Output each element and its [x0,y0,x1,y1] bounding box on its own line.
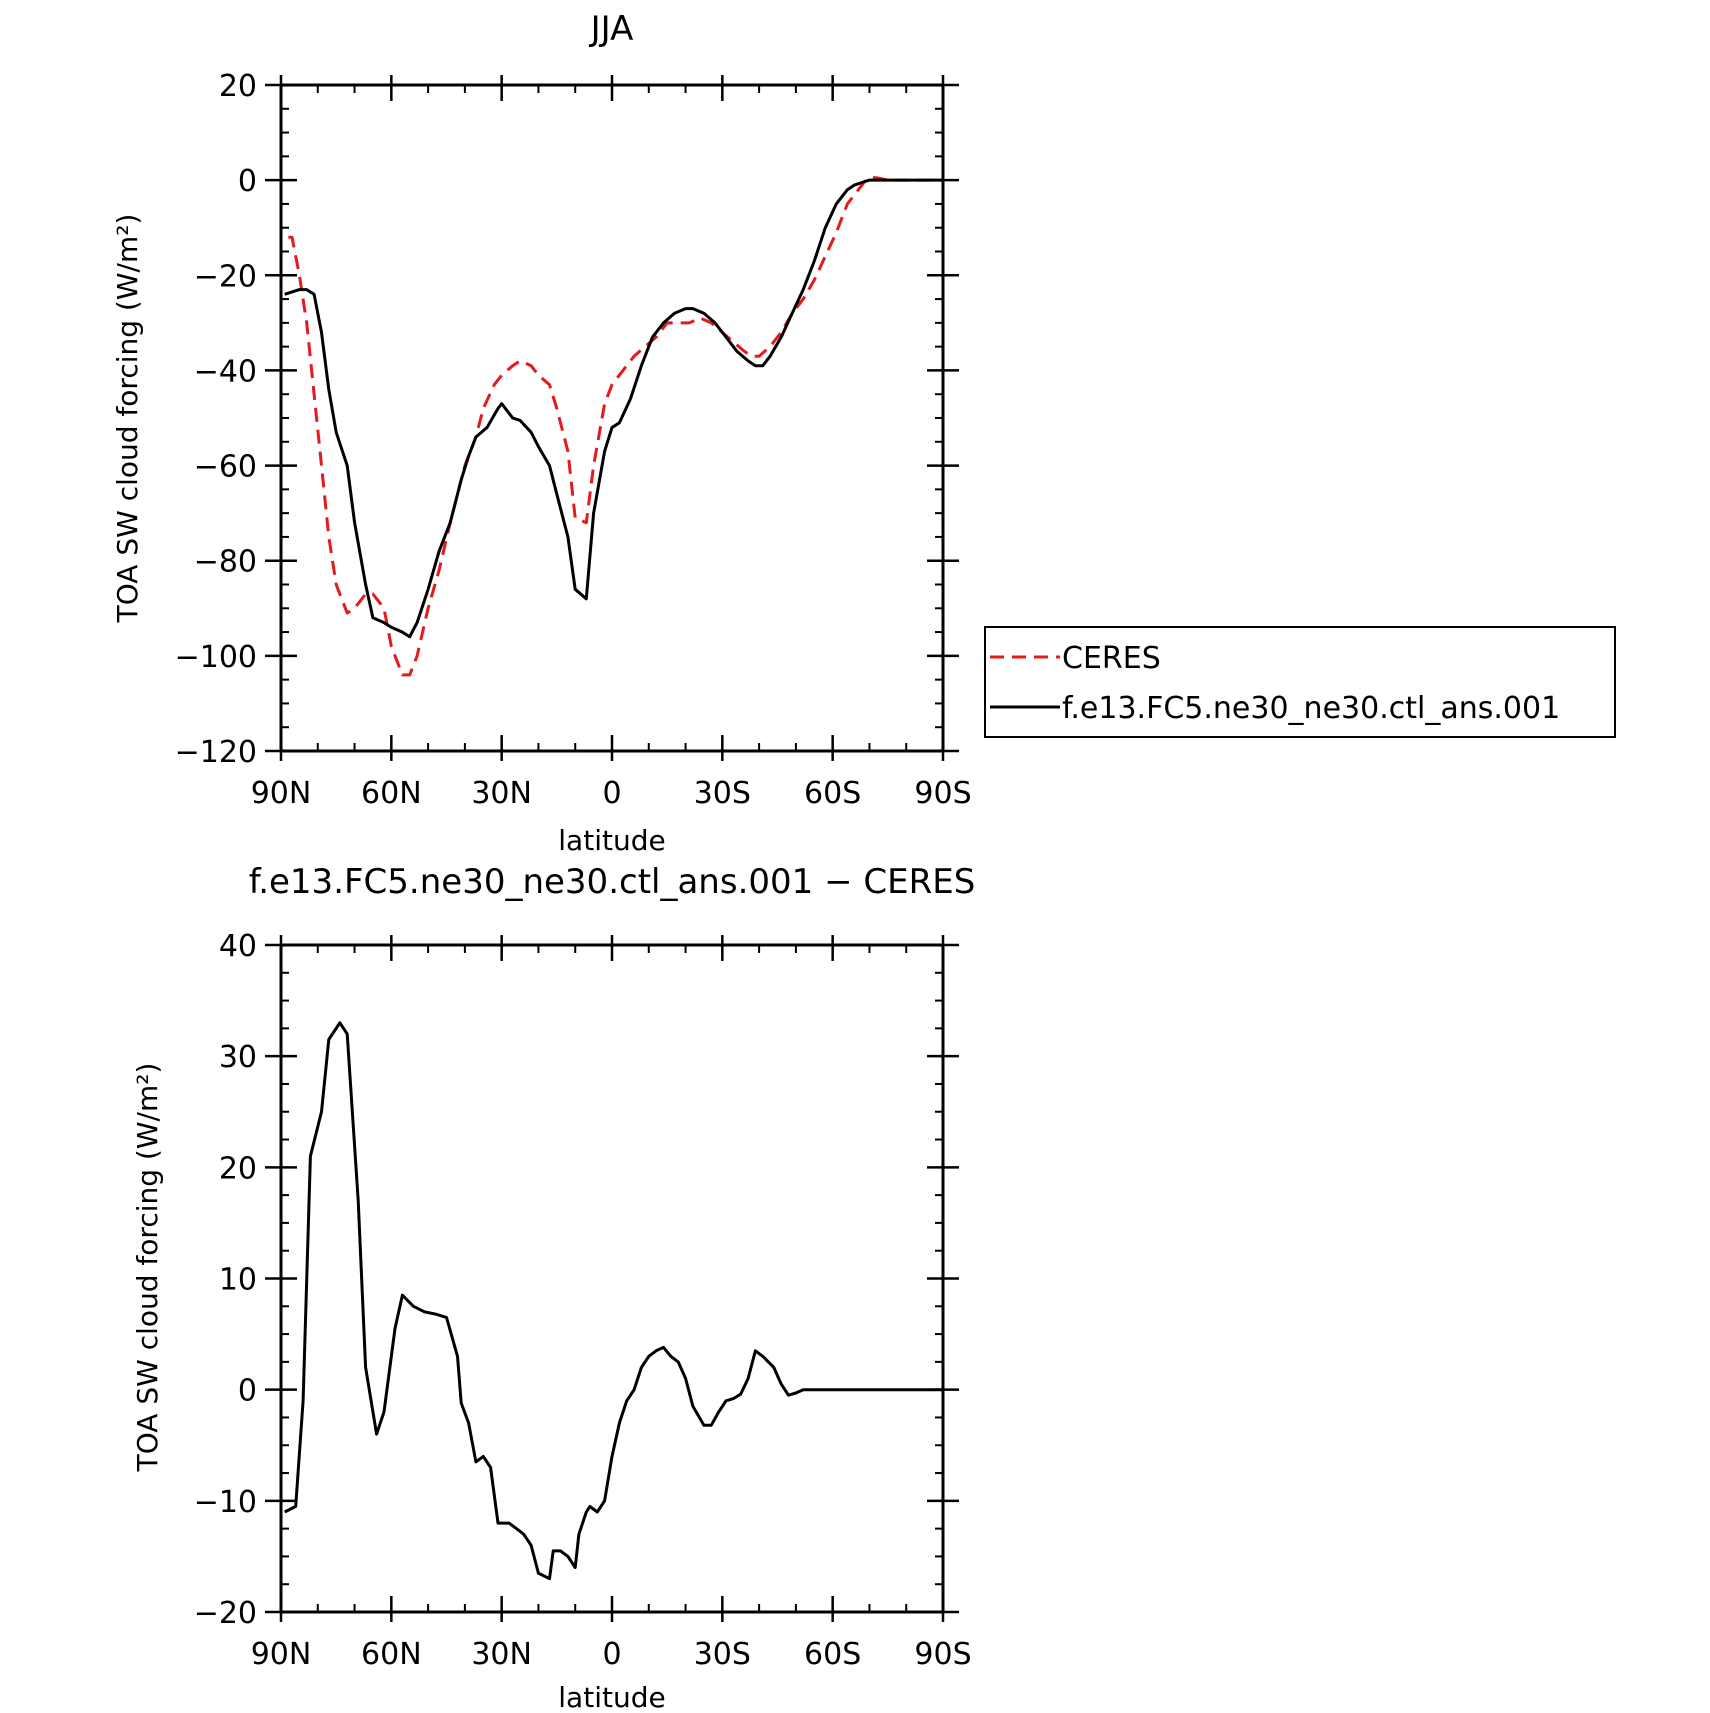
top-x-tick-label: 90N [251,776,312,811]
bottom-x-tick-label: 90S [914,1637,971,1672]
top-y-tick-label: −20 [194,259,257,294]
top-plot-frame [279,83,945,753]
bottom-y-tick-label: −20 [194,1596,257,1631]
bottom-x-tick-label: 60S [804,1637,861,1672]
top-x-axis-label: latitude [558,824,665,857]
top-x-tick-label: 30S [694,776,751,811]
top-x-tick-label: 30N [471,776,532,811]
bottom-plot-area: 90N 60N 30N 0 30S 60S 90S −20 −10 0 10 20 30 40 [194,929,972,1672]
bottom-series-line-difference [284,1021,943,1581]
top-chart-title: JJA [589,9,634,49]
top-x-tick-label: 60N [361,776,422,811]
top-series-line-ceres [288,176,943,677]
top-y-tick-label: 20 [219,69,257,104]
bottom-x-axis-label: latitude [558,1681,665,1713]
bottom-y-tick-label: 10 [219,1263,257,1298]
legend-model-label: f.e13.FC5.ne30_ne30.ctl_ans.001 [1062,691,1560,726]
panel-top: JJA 90N 60N 30N 0 30S 60S 90S −120 −100 −80 −60 −40… [111,9,1616,857]
legend: CERES f.e13.FC5.ne30_ne30.ctl_ans.001 [984,626,1616,738]
top-y-tick-label: −80 [194,545,257,580]
bottom-y-tick-label: 20 [219,1151,257,1186]
top-series-line-f-e13-fc5-ne30-ne30-ctl-ans-001 [284,178,943,639]
bottom-y-tick-label: 0 [238,1374,257,1409]
top-y-axis-label: TOA SW cloud forcing (W/m²) [111,214,144,624]
panel-bottom: f.e13.FC5.ne30_ne30.ctl_ans.001 − CERES … [131,862,975,1713]
bottom-y-axis-label: TOA SW cloud forcing (W/m²) [131,1063,164,1473]
bottom-x-tick-label: 60N [361,1637,422,1672]
bottom-chart-title: f.e13.FC5.ne30_ne30.ctl_ans.001 − CERES [249,862,976,902]
bottom-y-tick-label: −10 [194,1485,257,1520]
bottom-y-tick-label: 40 [219,929,257,964]
bottom-x-tick-label: 90N [251,1637,312,1672]
top-plot-area: 90N 60N 30N 0 30S 60S 90S −120 −100 −80 −60 −40 −20 0… [175,69,972,811]
top-y-tick-label: 0 [238,164,257,199]
bottom-x-tick-label: 30S [694,1637,751,1672]
top-y-tick-label: −100 [175,640,257,675]
legend-ceres-label: CERES [1062,641,1161,676]
top-y-tick-label: −40 [194,354,257,389]
legend-box [984,626,1616,738]
top-y-tick-label: −60 [194,450,257,485]
top-y-tick-label: −120 [175,735,257,770]
top-x-tick-label: 90S [914,776,971,811]
bottom-y-tick-label: 30 [219,1040,257,1075]
bottom-plot-frame [279,943,945,1614]
top-x-tick-label: 60S [804,776,861,811]
bottom-x-tick-label: 30N [471,1637,532,1672]
bottom-x-tick-label: 0 [602,1637,621,1672]
top-x-tick-label: 0 [602,776,621,811]
